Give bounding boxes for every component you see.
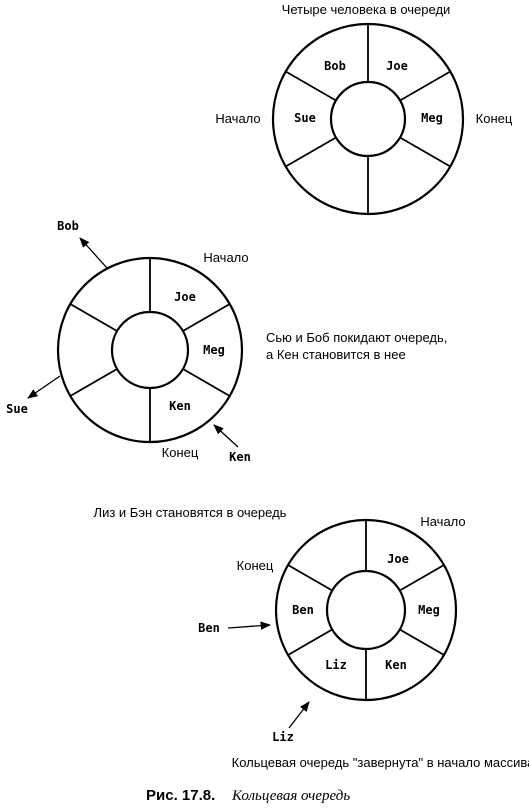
diagram2-label-end: Конец	[162, 445, 199, 460]
diagram2-description-line2: а Кен становится в нее	[266, 347, 406, 362]
diagram2-slot-ken: Ken	[169, 399, 191, 413]
diagram3-liz-enter-arrow	[288, 701, 310, 729]
diagram2-sue-leave-arrow	[27, 375, 61, 399]
diagram1-spoke	[285, 70, 337, 102]
figure-caption: Рис. 17.8. Кольцевая очередь	[146, 787, 350, 804]
diagram2-bob-leave-arrow	[79, 237, 108, 269]
diagram3-title: Лиз и Бэн становятся в очередь	[94, 505, 287, 520]
diagram2-inner-ring	[110, 310, 190, 390]
diagram3-slot-liz: Liz	[325, 658, 347, 672]
diagram3-label-start: Начало	[420, 514, 465, 529]
figure-caption-number: Рис. 17.8.	[146, 787, 215, 804]
diagram1-label-end: Конец	[476, 111, 513, 126]
diagram1-spoke	[285, 136, 337, 168]
diagram2-description-line1: Сью и Боб покидают очередь,	[266, 330, 447, 345]
diagram1-inner-ring	[329, 80, 407, 158]
diagram1-slot-bob: Bob	[324, 59, 346, 73]
diagram3-inner-ring	[325, 569, 407, 651]
diagram1-spoke	[399, 70, 451, 102]
diagram2-spoke	[69, 303, 118, 332]
diagram3-label-end: Конец	[237, 558, 274, 573]
diagram2-label-start: Начало	[203, 250, 248, 265]
diagram2-in-ken: Ken	[229, 450, 251, 464]
diagram3-slot-joe: Joe	[387, 552, 409, 566]
diagram3-spoke	[399, 564, 445, 592]
diagram3-slot-ken: Ken	[385, 658, 407, 672]
diagram1-spoke	[399, 136, 451, 168]
diagram3-slot-ben: Ben	[292, 603, 314, 617]
diagram-four-people: Четыре человека в очереди Bob Joe Meg Su…	[215, 2, 513, 216]
diagram2-spoke	[182, 303, 231, 332]
diagram3-ben-enter-arrow	[227, 621, 272, 630]
diagram1-slot-sue: Sue	[294, 111, 316, 125]
diagram1-label-start: Начало	[215, 111, 260, 126]
diagram-sue-bob-leave: Joe Meg Ken Начало Конец Сью и Боб покид…	[6, 219, 447, 464]
diagram3-slot-meg: Meg	[418, 603, 440, 617]
diagram-liz-ben-join: Лиз и Бэн становятся в очередь Joe Meg K…	[94, 505, 529, 770]
diagram1-slot-joe: Joe	[386, 59, 408, 73]
diagram3-spoke	[287, 628, 333, 656]
diagram2-slot-joe: Joe	[174, 290, 196, 304]
diagram2-out-sue: Sue	[6, 402, 28, 416]
diagram3-in-ben: Ben	[198, 621, 220, 635]
diagram2-out-bob: Bob	[57, 219, 79, 233]
diagram2-ken-enter-arrow	[213, 424, 239, 448]
diagram2-spoke	[182, 368, 231, 397]
diagram3-spoke	[399, 628, 445, 656]
figure-caption-text: Кольцевая очередь	[231, 788, 350, 804]
diagram3-spoke	[287, 564, 333, 592]
diagram1-slot-meg: Meg	[421, 111, 443, 125]
diagram1-title: Четыре человека в очереди	[282, 2, 451, 17]
diagram2-spoke	[69, 368, 118, 397]
diagram2-slot-meg: Meg	[203, 343, 225, 357]
diagram3-note: Кольцевая очередь "завернута" в начало м…	[232, 755, 529, 770]
diagram3-in-liz: Liz	[272, 730, 294, 744]
